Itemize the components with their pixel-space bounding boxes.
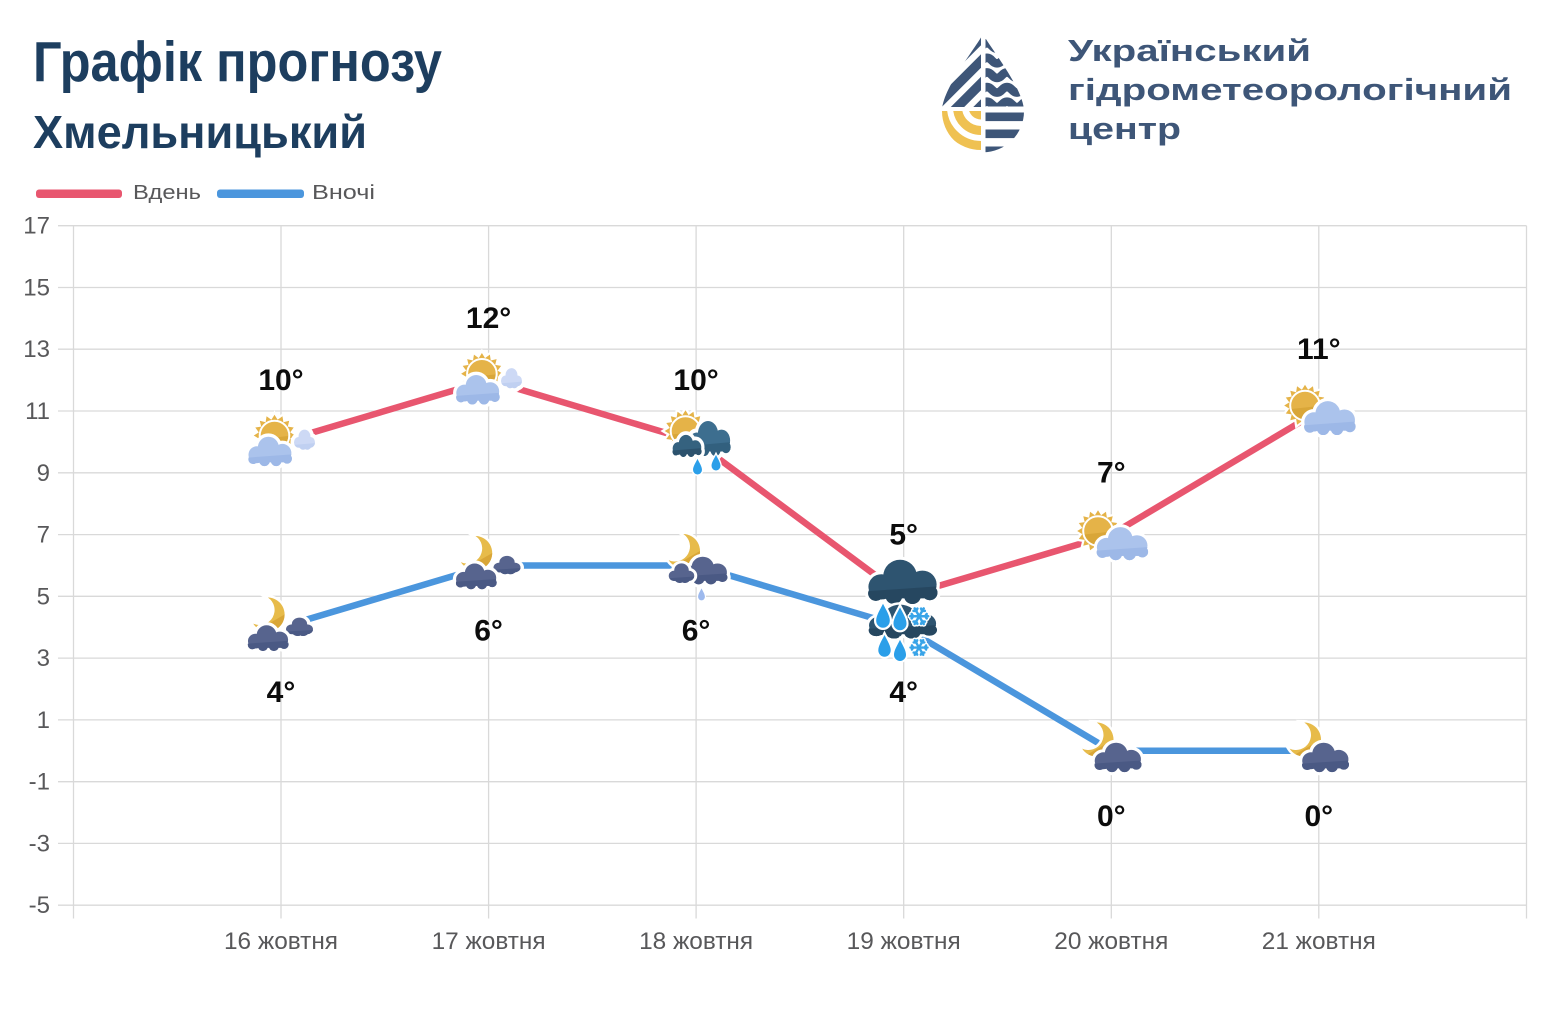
svg-text:19 жовтня: 19 жовтня	[847, 928, 961, 955]
svg-text:6°: 6°	[474, 615, 503, 648]
svg-text:4°: 4°	[267, 676, 296, 709]
svg-text:21 жовтня: 21 жовтня	[1262, 928, 1376, 955]
svg-text:17 жовтня: 17 жовтня	[432, 928, 546, 955]
svg-text:7: 7	[37, 522, 50, 549]
svg-text:11: 11	[25, 398, 50, 425]
svg-text:Хмельницький: Хмельницький	[33, 106, 367, 158]
svg-text:Вдень: Вдень	[133, 182, 201, 204]
svg-text:12°: 12°	[466, 302, 511, 335]
svg-text:15: 15	[23, 275, 50, 302]
svg-text:13: 13	[23, 336, 50, 363]
svg-text:3: 3	[37, 645, 50, 672]
svg-text:16 жовтня: 16 жовтня	[224, 928, 338, 955]
svg-text:Український: Український	[1068, 33, 1311, 68]
svg-text:0°: 0°	[1304, 800, 1333, 833]
svg-text:Графік прогнозу: Графік прогнозу	[33, 30, 442, 94]
svg-text:18 жовтня: 18 жовтня	[639, 928, 753, 955]
svg-text:5: 5	[37, 583, 50, 610]
svg-text:1: 1	[37, 707, 50, 734]
svg-text:гідрометеорологічний: гідрометеорологічний	[1068, 72, 1512, 107]
svg-text:9: 9	[37, 460, 50, 487]
svg-text:4°: 4°	[889, 676, 918, 709]
svg-text:11°: 11°	[1297, 333, 1341, 366]
svg-text:10°: 10°	[258, 364, 303, 397]
svg-text:10°: 10°	[673, 364, 718, 397]
svg-text:-1: -1	[29, 769, 50, 796]
svg-text:Вночі: Вночі	[312, 182, 375, 204]
svg-text:-3: -3	[29, 830, 50, 857]
svg-text:6°: 6°	[682, 615, 711, 648]
svg-text:центр: центр	[1068, 111, 1181, 146]
svg-text:20 жовтня: 20 жовтня	[1054, 928, 1168, 955]
svg-text:7°: 7°	[1097, 457, 1126, 490]
svg-text:0°: 0°	[1097, 800, 1126, 833]
svg-text:-5: -5	[29, 892, 50, 919]
svg-text:17: 17	[23, 213, 50, 240]
svg-text:5°: 5°	[889, 518, 918, 551]
